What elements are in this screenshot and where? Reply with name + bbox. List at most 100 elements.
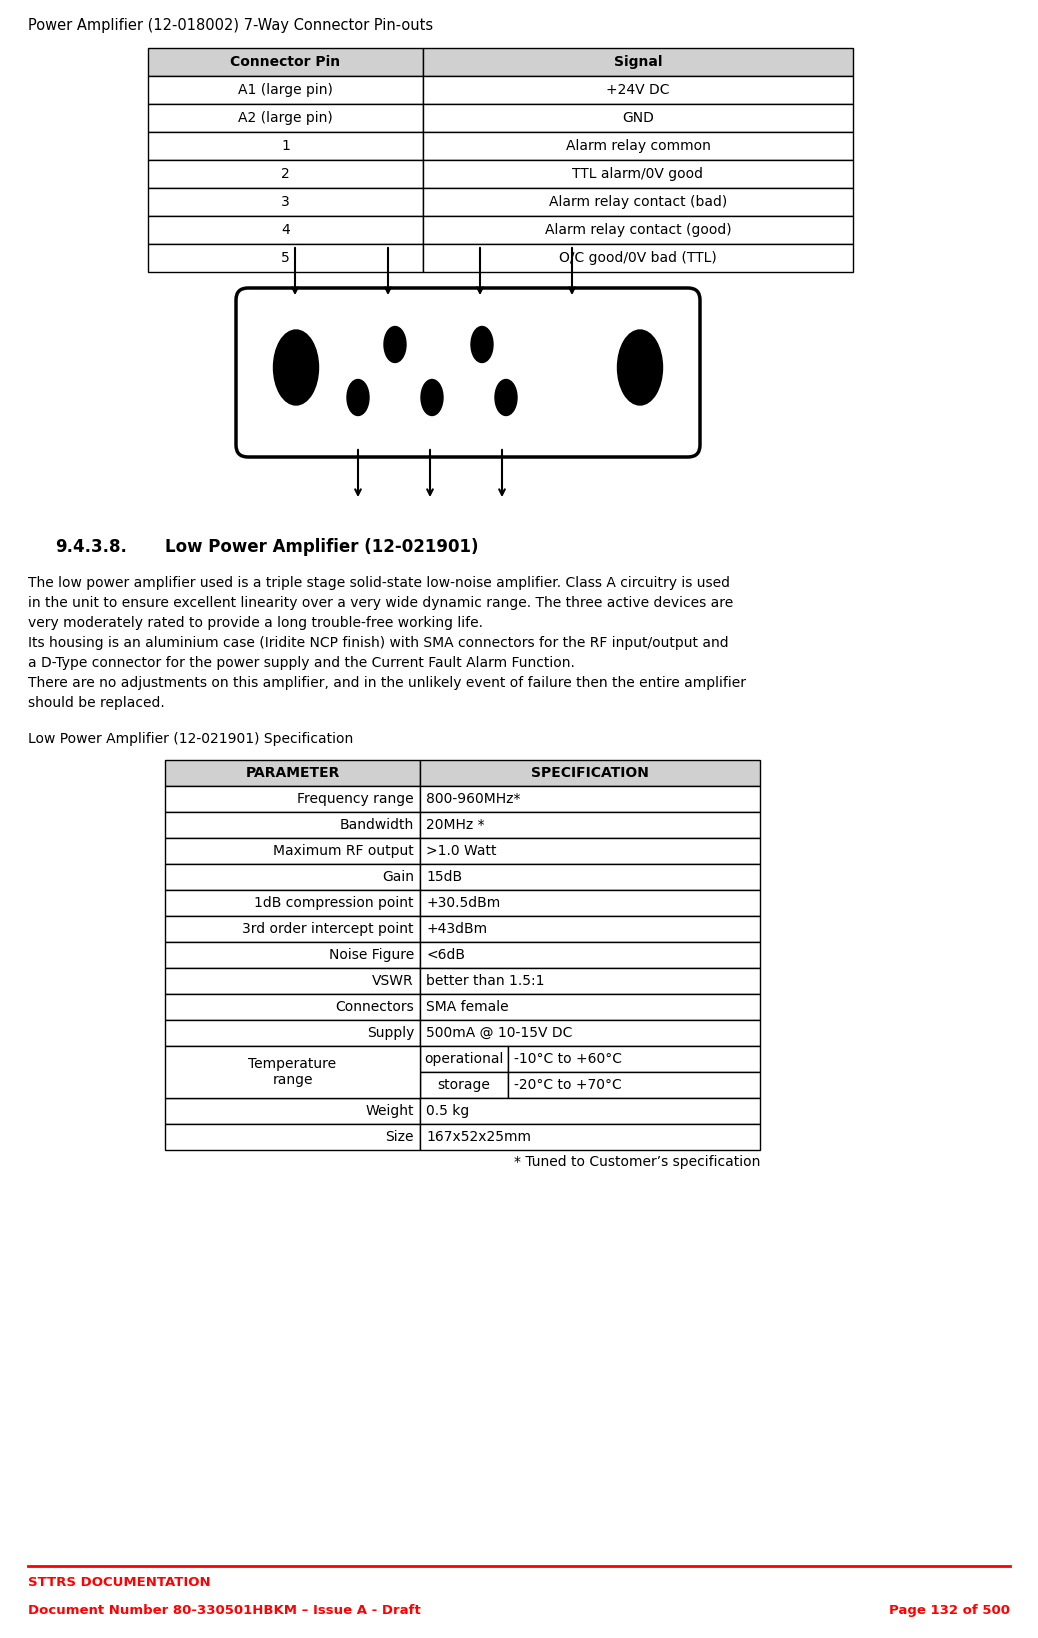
FancyBboxPatch shape [420,863,760,889]
Text: Weight: Weight [365,1104,414,1119]
Text: >1.0 Watt: >1.0 Watt [426,844,496,858]
FancyBboxPatch shape [424,75,853,103]
FancyBboxPatch shape [165,942,420,968]
Text: Page 132 of 500: Page 132 of 500 [889,1604,1010,1617]
Text: in the unit to ensure excellent linearity over a very wide dynamic range. The th: in the unit to ensure excellent linearit… [28,596,733,609]
Text: 9.4.3.8.: 9.4.3.8. [55,537,127,555]
Text: Alarm relay contact (good): Alarm relay contact (good) [545,223,732,238]
FancyBboxPatch shape [148,161,424,188]
Text: 2: 2 [281,167,290,182]
Text: Alarm relay contact (bad): Alarm relay contact (bad) [549,195,728,210]
Text: A2 (large pin): A2 (large pin) [238,111,333,124]
FancyBboxPatch shape [424,216,853,244]
Ellipse shape [618,329,662,405]
Text: O/C good/0V bad (TTL): O/C good/0V bad (TTL) [559,251,717,265]
Text: 0.5 kg: 0.5 kg [426,1104,469,1119]
Text: * Tuned to Customer’s specification: * Tuned to Customer’s specification [514,1155,760,1170]
Text: 500mA @ 10-15V DC: 500mA @ 10-15V DC [426,1025,572,1040]
Text: Temperature
range: Temperature range [248,1057,336,1088]
FancyBboxPatch shape [424,188,853,216]
FancyBboxPatch shape [165,786,420,812]
Text: -10°C to +60°C: -10°C to +60°C [514,1052,622,1066]
Text: VSWR: VSWR [373,975,414,988]
Text: Bandwidth: Bandwidth [339,817,414,832]
FancyBboxPatch shape [148,103,424,133]
FancyBboxPatch shape [420,968,760,994]
FancyBboxPatch shape [165,916,420,942]
Text: 167x52x25mm: 167x52x25mm [426,1130,531,1143]
FancyBboxPatch shape [424,161,853,188]
Text: Power Amplifier (12-018002) 7-Way Connector Pin-outs: Power Amplifier (12-018002) 7-Way Connec… [28,18,433,33]
FancyBboxPatch shape [508,1071,760,1097]
FancyBboxPatch shape [424,103,853,133]
Text: Frequency range: Frequency range [297,793,414,806]
FancyBboxPatch shape [165,994,420,1020]
Text: very moderately rated to provide a long trouble-free working life.: very moderately rated to provide a long … [28,616,483,631]
FancyBboxPatch shape [420,916,760,942]
FancyBboxPatch shape [148,48,424,75]
FancyBboxPatch shape [165,760,420,786]
Text: There are no adjustments on this amplifier, and in the unlikely event of failure: There are no adjustments on this amplifi… [28,676,746,690]
Text: 20MHz *: 20MHz * [426,817,485,832]
FancyBboxPatch shape [165,863,420,889]
Text: Supply: Supply [366,1025,414,1040]
Text: 800-960MHz*: 800-960MHz* [426,793,520,806]
FancyBboxPatch shape [420,942,760,968]
Text: storage: storage [438,1078,490,1093]
Text: should be replaced.: should be replaced. [28,696,165,709]
Text: operational: operational [425,1052,503,1066]
Ellipse shape [347,380,368,416]
Ellipse shape [384,326,406,362]
Text: SMA female: SMA female [426,1001,509,1014]
Text: -20°C to +70°C: -20°C to +70°C [514,1078,622,1093]
FancyBboxPatch shape [148,244,424,272]
FancyBboxPatch shape [165,968,420,994]
Text: 5: 5 [281,251,290,265]
Text: Document Number 80-330501HBKM – Issue A - Draft: Document Number 80-330501HBKM – Issue A … [28,1604,420,1617]
Text: SPECIFICATION: SPECIFICATION [531,767,649,780]
FancyBboxPatch shape [424,244,853,272]
Text: The low power amplifier used is a triple stage solid-state low-noise amplifier. : The low power amplifier used is a triple… [28,577,730,590]
Text: 1dB compression point: 1dB compression point [254,896,414,911]
Ellipse shape [273,329,319,405]
FancyBboxPatch shape [165,1124,420,1150]
FancyBboxPatch shape [420,812,760,839]
Text: PARAMETER: PARAMETER [245,767,339,780]
Text: <6dB: <6dB [426,948,465,962]
Text: Connectors: Connectors [335,1001,414,1014]
Text: 3: 3 [281,195,290,210]
Ellipse shape [421,380,443,416]
Ellipse shape [495,380,517,416]
FancyBboxPatch shape [420,1047,508,1071]
Text: Size: Size [385,1130,414,1143]
Text: TTL alarm/0V good: TTL alarm/0V good [573,167,704,182]
Ellipse shape [471,326,493,362]
FancyBboxPatch shape [165,1097,420,1124]
Text: better than 1.5:1: better than 1.5:1 [426,975,545,988]
FancyBboxPatch shape [424,133,853,161]
FancyBboxPatch shape [508,1047,760,1071]
Text: a D-Type connector for the power supply and the Current Fault Alarm Function.: a D-Type connector for the power supply … [28,655,575,670]
Text: Alarm relay common: Alarm relay common [566,139,710,152]
Text: +24V DC: +24V DC [606,84,670,97]
FancyBboxPatch shape [165,1047,420,1097]
Text: A1 (large pin): A1 (large pin) [238,84,333,97]
FancyBboxPatch shape [165,839,420,863]
Text: 4: 4 [281,223,290,238]
Text: Signal: Signal [613,56,662,69]
FancyBboxPatch shape [165,812,420,839]
FancyBboxPatch shape [420,1097,760,1124]
FancyBboxPatch shape [148,216,424,244]
Text: Connector Pin: Connector Pin [230,56,340,69]
FancyBboxPatch shape [420,889,760,916]
Text: GND: GND [622,111,654,124]
FancyBboxPatch shape [420,1071,508,1097]
Text: Noise Figure: Noise Figure [329,948,414,962]
FancyBboxPatch shape [165,1020,420,1047]
FancyBboxPatch shape [424,48,853,75]
Text: +30.5dBm: +30.5dBm [426,896,500,911]
FancyBboxPatch shape [420,1124,760,1150]
Text: +43dBm: +43dBm [426,922,487,935]
Text: 1: 1 [281,139,290,152]
FancyBboxPatch shape [148,188,424,216]
